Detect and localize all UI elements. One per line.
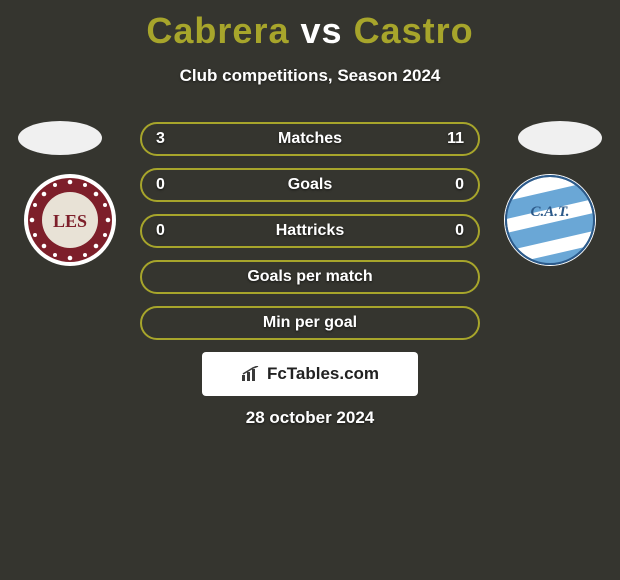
comparison-title: Cabrera vs Castro <box>0 0 620 52</box>
stat-row-hattricks: 0 Hattricks 0 <box>140 214 480 248</box>
player2-photo <box>518 121 602 155</box>
stat-hattricks-left: 0 <box>156 222 186 240</box>
player2-club-badge: C.A.T. <box>502 172 598 268</box>
date-text: 28 october 2024 <box>0 408 620 428</box>
stat-hattricks-label: Hattricks <box>186 222 434 240</box>
player1-photo <box>18 121 102 155</box>
stat-row-gpm: Goals per match <box>140 260 480 294</box>
stat-mpg-label: Min per goal <box>186 314 434 332</box>
title-vs: vs <box>301 10 343 51</box>
stats-container: 3 Matches 11 0 Goals 0 0 Hattricks 0 Goa… <box>140 122 480 352</box>
stat-hattricks-right: 0 <box>434 222 464 240</box>
title-player1: Cabrera <box>146 10 289 51</box>
stat-goals-left: 0 <box>156 176 186 194</box>
chart-icon <box>241 366 261 382</box>
svg-text:C.A.T.: C.A.T. <box>530 204 569 220</box>
stat-goals-right: 0 <box>434 176 464 194</box>
player1-club-badge: LES <box>22 172 118 268</box>
branding-box: FcTables.com <box>202 352 418 396</box>
svg-text:LES: LES <box>53 211 87 231</box>
subtitle: Club competitions, Season 2024 <box>0 66 620 86</box>
stat-matches-right: 11 <box>434 130 464 148</box>
branding-text: FcTables.com <box>267 364 379 384</box>
title-player2: Castro <box>354 10 474 51</box>
stat-matches-left: 3 <box>156 130 186 148</box>
stat-row-goals: 0 Goals 0 <box>140 168 480 202</box>
stat-row-mpg: Min per goal <box>140 306 480 340</box>
stat-row-matches: 3 Matches 11 <box>140 122 480 156</box>
stat-matches-label: Matches <box>186 130 434 148</box>
stat-goals-label: Goals <box>186 176 434 194</box>
stat-gpm-label: Goals per match <box>186 268 434 286</box>
